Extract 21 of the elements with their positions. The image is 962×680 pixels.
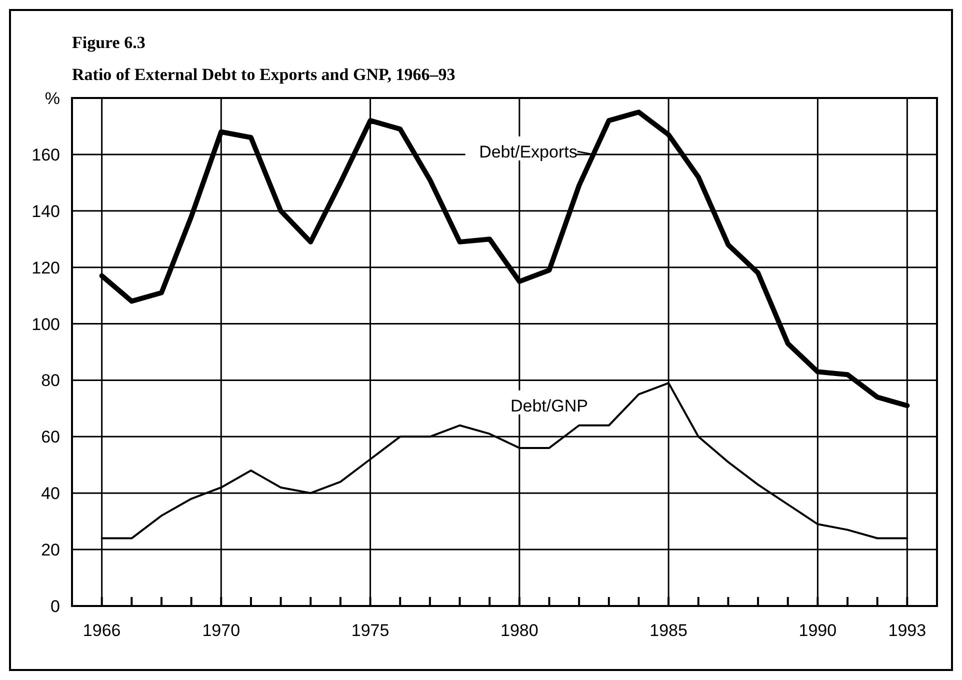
chart-subtitle: Ratio of External Debt to Exports and GNP, 1966–93 bbox=[72, 65, 456, 84]
series-label: Debt/GNP bbox=[510, 396, 588, 416]
x-tick-label: 1985 bbox=[650, 621, 688, 640]
y-tick-label: % bbox=[44, 89, 60, 108]
y-tick-label: 60 bbox=[41, 428, 60, 447]
y-tick-label: 0 bbox=[50, 597, 60, 616]
x-tick-label: 1980 bbox=[500, 621, 538, 640]
y-tick-label: 40 bbox=[41, 484, 60, 504]
y-tick-label: 100 bbox=[32, 314, 60, 334]
x-tick-label: 1990 bbox=[798, 621, 837, 640]
x-tick-label: 1993 bbox=[888, 621, 926, 640]
y-tick-label: 120 bbox=[32, 258, 60, 278]
x-tick-label: 1975 bbox=[351, 621, 390, 640]
y-tick-label: 160 bbox=[32, 145, 60, 164]
y-tick-label: 140 bbox=[32, 202, 60, 221]
y-tick-label: 20 bbox=[41, 540, 60, 560]
chart-title: Figure 6.3 bbox=[72, 33, 146, 52]
legend-label: Debt/Exports bbox=[479, 142, 578, 162]
x-tick-label: 1970 bbox=[202, 621, 240, 640]
y-tick-label: 80 bbox=[41, 371, 60, 390]
x-tick-label: 1966 bbox=[82, 621, 121, 640]
